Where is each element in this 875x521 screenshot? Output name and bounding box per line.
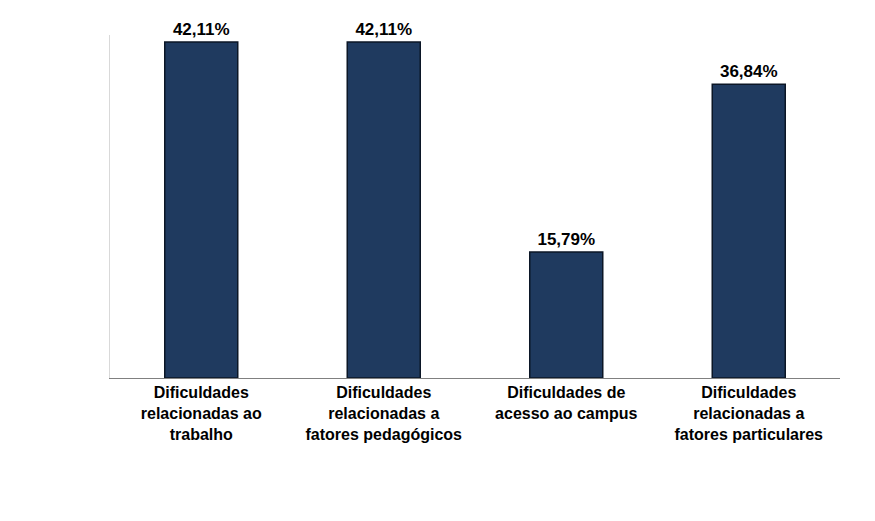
svg-text:42,11%: 42,11%	[355, 20, 412, 39]
svg-text:Dificuldades deacesso ao campu: Dificuldades deacesso ao campus	[495, 384, 637, 422]
svg-text:15,79%: 15,79%	[537, 230, 595, 249]
svg-text:Dificuldadesrelacionadas aotra: Dificuldadesrelacionadas aotrabalho	[141, 384, 262, 443]
svg-text:Dificuldadesrelacionadas afato: Dificuldadesrelacionadas afatores partic…	[674, 384, 823, 443]
svg-text:42,11%: 42,11%	[173, 20, 230, 39]
svg-text:Dificuldadesrelacionadas afato: Dificuldadesrelacionadas afatores pedagó…	[306, 384, 463, 443]
svg-text:36,84%: 36,84%	[720, 62, 778, 81]
